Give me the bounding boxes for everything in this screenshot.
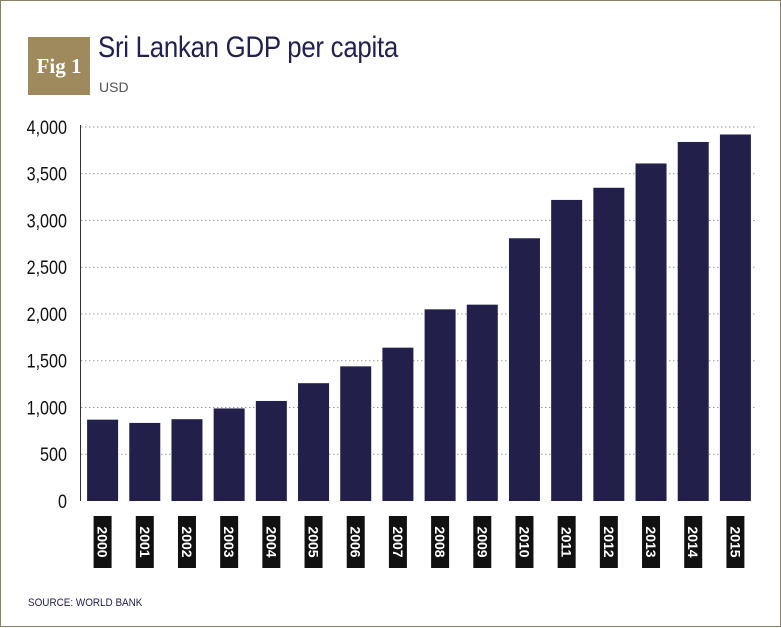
bar-2000 [87,419,119,501]
y-tick-label: 3,500 [27,164,68,186]
x-tick-label-box [135,516,154,568]
bar-2011 [551,199,583,501]
x-tick-label: 2011 [559,527,575,558]
y-tick-label: 1,500 [27,351,68,373]
figure-number-label: Fig 1 [36,53,82,78]
x-tick-label: 2002 [179,526,195,557]
source-note: SOURCE: WORLD BANK [28,597,143,609]
y-tick-label: 500 [40,444,67,466]
x-tick-label: 2012 [601,526,617,557]
x-tick-label-box [599,516,618,568]
x-tick-label: 2014 [685,526,701,557]
x-tick-label-box [346,516,365,568]
x-tick-label-box [726,516,745,568]
bar-2010 [508,238,540,501]
x-tick-label-box [557,516,576,568]
chart-title: Sri Lankan GDP per capita [98,31,398,64]
x-tick-label: 2010 [516,526,532,557]
figure-number-badge: Fig 1 [28,37,90,95]
y-tick-label: 4,000 [27,117,68,139]
x-tick-label-box [388,516,407,568]
x-tick-label: 2004 [263,526,279,557]
x-tick-label-box [220,516,239,568]
x-tick-label: 2008 [432,526,448,557]
x-tick-label: 2000 [95,526,111,557]
y-tick-label: 2,500 [27,257,68,279]
bar-2012 [593,187,625,501]
bar-2004 [255,400,287,501]
y-tick-label: 1,000 [27,397,68,419]
x-tick-label: 2003 [221,526,237,557]
x-tick-label-box [93,516,112,568]
bar-2007 [382,347,414,501]
bar-2003 [213,408,245,501]
bar-2014 [677,141,709,501]
bar-2002 [171,419,203,501]
x-tick-label-box [177,516,196,568]
bar-2013 [635,163,667,501]
x-tick-label-box [684,516,703,568]
chart-unit-label: USD [99,79,129,95]
y-tick-label: 2,000 [27,304,68,326]
bar-2015 [719,134,751,502]
bar-2001 [129,422,161,501]
x-tick-label-box [642,516,661,568]
x-tick-label: 2006 [348,526,364,557]
x-tick-label: 2007 [390,526,406,557]
bar-2006 [340,366,372,501]
y-tick-label: 3,000 [27,210,68,232]
x-tick-label-box [473,516,492,568]
x-tick-label: 2015 [727,526,743,557]
x-tick-label-box [515,516,534,568]
bar-2008 [424,309,456,501]
x-tick-label: 2009 [474,526,490,557]
bar-2005 [298,383,330,501]
bar-2009 [466,304,498,501]
x-tick-label-box [431,516,450,568]
x-tick-label-box [304,516,323,568]
x-tick-label-box [262,516,281,568]
x-tick-label: 2005 [306,526,322,557]
y-tick-label: 0 [58,491,67,513]
x-tick-label: 2013 [643,526,659,557]
x-tick-label: 2001 [137,526,153,557]
